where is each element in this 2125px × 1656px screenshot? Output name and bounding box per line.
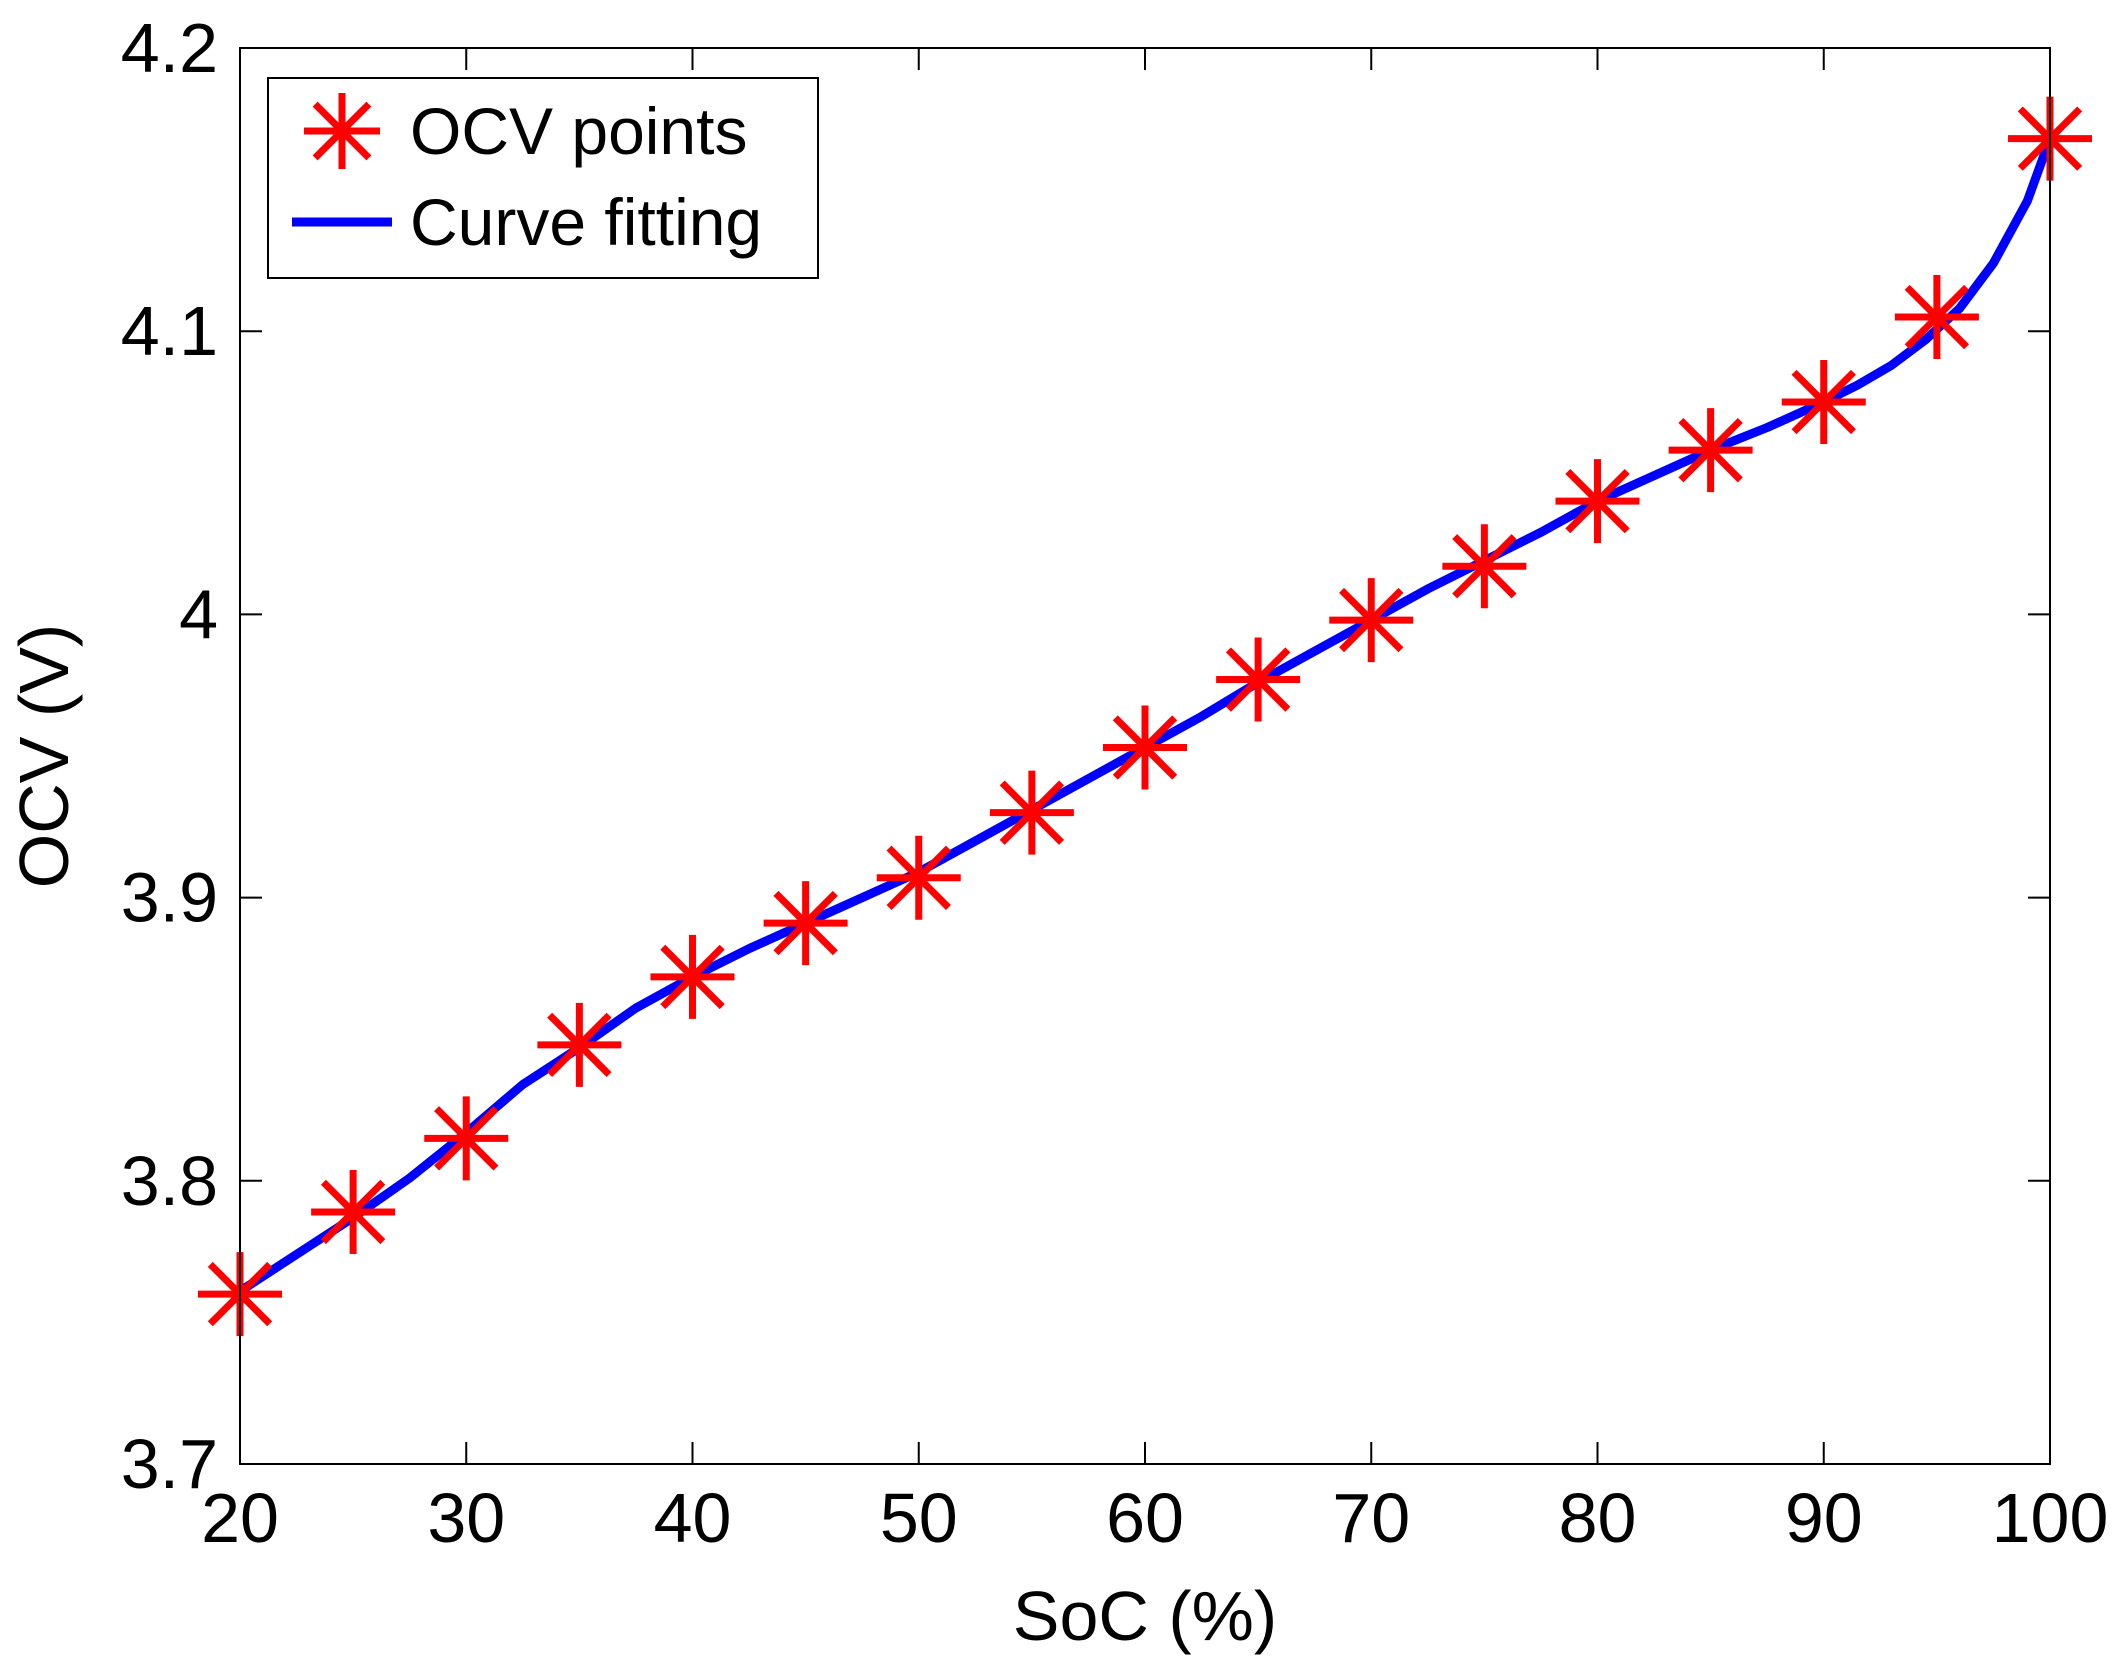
ocv-point-marker — [1894, 275, 1979, 360]
ocv-point-marker — [537, 1002, 622, 1087]
x-tick-label: 80 — [1559, 1479, 1637, 1557]
y-tick-label: 4 — [179, 575, 218, 653]
plot-frame — [239, 47, 2051, 1465]
legend: OCV points Curve fitting — [267, 77, 819, 279]
y-tick-label: 3.8 — [121, 1142, 218, 1220]
ocv-point-marker — [763, 881, 848, 966]
ocv-point-marker — [1103, 705, 1187, 790]
ocv-point-marker — [1781, 360, 1866, 444]
y-axis-label: OCV (V) — [5, 624, 83, 888]
ocv-point-marker — [650, 934, 735, 1019]
x-tick-label: 50 — [880, 1479, 958, 1557]
y-tick-label: 3.7 — [121, 1425, 218, 1503]
x-tick-label: 70 — [1332, 1479, 1410, 1557]
ocv-point-marker — [1216, 637, 1301, 722]
x-tick-label: 100 — [1992, 1479, 2109, 1557]
ocv-point-marker — [989, 770, 1074, 855]
x-tick-label: 40 — [654, 1479, 732, 1557]
y-tick-label: 4.1 — [121, 292, 218, 370]
axis-tick-labels: 20 30 40 50 60 70 80 90 100 3.7 3.8 3.9 4 4.1 4.2 — [121, 9, 2109, 1557]
legend-label-curve-fitting: Curve fitting — [410, 185, 762, 259]
ocv-point-marker — [1668, 408, 1753, 493]
y-tick-label: 4.2 — [121, 9, 218, 87]
ocv-point-marker — [424, 1096, 509, 1181]
ocv-point-marker — [1442, 524, 1527, 609]
x-axis-label: SoC (%) — [1013, 1577, 1277, 1655]
y-tick-label: 3.9 — [121, 859, 218, 937]
x-tick-label: 20 — [201, 1479, 279, 1557]
legend-marker-ocv-points — [304, 93, 380, 169]
x-tick-label: 30 — [427, 1479, 505, 1557]
x-tick-label: 90 — [1785, 1479, 1863, 1557]
ocv-point-marker — [876, 835, 961, 920]
legend-asterisk-icon — [304, 93, 380, 169]
ocv-point-marker — [311, 1169, 396, 1254]
ocv-point-marker — [1555, 459, 1640, 544]
x-tick-label: 60 — [1106, 1479, 1184, 1557]
ocv-point-marker — [1329, 578, 1414, 663]
legend-label-ocv-points: OCV points — [410, 94, 747, 168]
